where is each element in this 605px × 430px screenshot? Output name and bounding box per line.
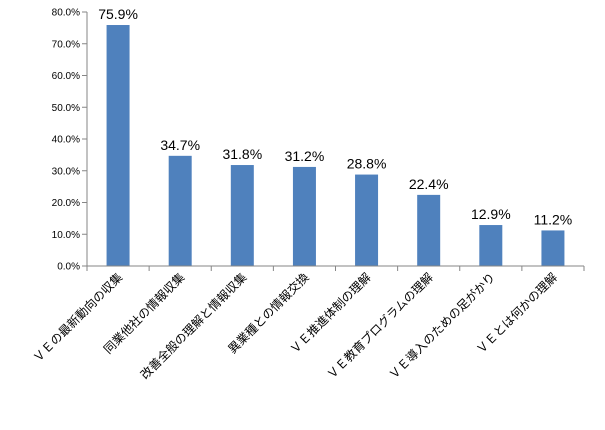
y-tick-label: 0.0%	[57, 262, 80, 273]
y-tick-label: 50.0%	[52, 103, 80, 114]
y-tick-label: 70.0%	[52, 39, 80, 50]
data-label: 31.8%	[222, 146, 262, 162]
bars	[106, 25, 565, 266]
y-tick-label: 60.0%	[52, 71, 80, 82]
data-labels: 75.9% 34.7% 31.8% 31.2% 28.8% 22.4% 12.9% 11.2%	[98, 6, 572, 227]
x-tick-label: 改善全般の理解と情報収集	[137, 270, 249, 382]
bar	[230, 165, 254, 266]
y-tick-label: 10.0%	[52, 230, 80, 241]
bar	[479, 225, 503, 266]
data-label: 34.7%	[160, 137, 200, 153]
bar	[541, 230, 565, 266]
data-label: 12.9%	[471, 206, 511, 222]
bar	[355, 174, 379, 266]
y-axis: 0.0% 10.0% 20.0% 30.0% 40.0% 50.0% 60.0% 70.0% 8…	[52, 8, 88, 273]
data-label: 75.9%	[98, 6, 138, 22]
data-label: 11.2%	[534, 211, 573, 227]
x-tick-label: ＶＥ導入のための足がかり	[385, 270, 497, 382]
y-tick-label: 80.0%	[52, 8, 80, 19]
y-tick-label: 20.0%	[52, 198, 80, 209]
data-label: 28.8%	[347, 156, 387, 172]
bar	[106, 25, 130, 266]
y-tick-label: 40.0%	[52, 135, 80, 146]
x-axis: ＶＥの最新動向の収集同業他社の情報収集改善全般の理解と情報収集異業種との情報交換…	[30, 265, 585, 382]
bar	[292, 166, 316, 266]
data-label: 31.2%	[285, 148, 325, 164]
x-tick-label: ＶＥ教育プログラムの理解	[324, 270, 436, 382]
data-label: 22.4%	[409, 176, 449, 192]
y-tick-label: 30.0%	[52, 166, 80, 177]
bar	[168, 155, 192, 266]
bar	[417, 194, 441, 266]
